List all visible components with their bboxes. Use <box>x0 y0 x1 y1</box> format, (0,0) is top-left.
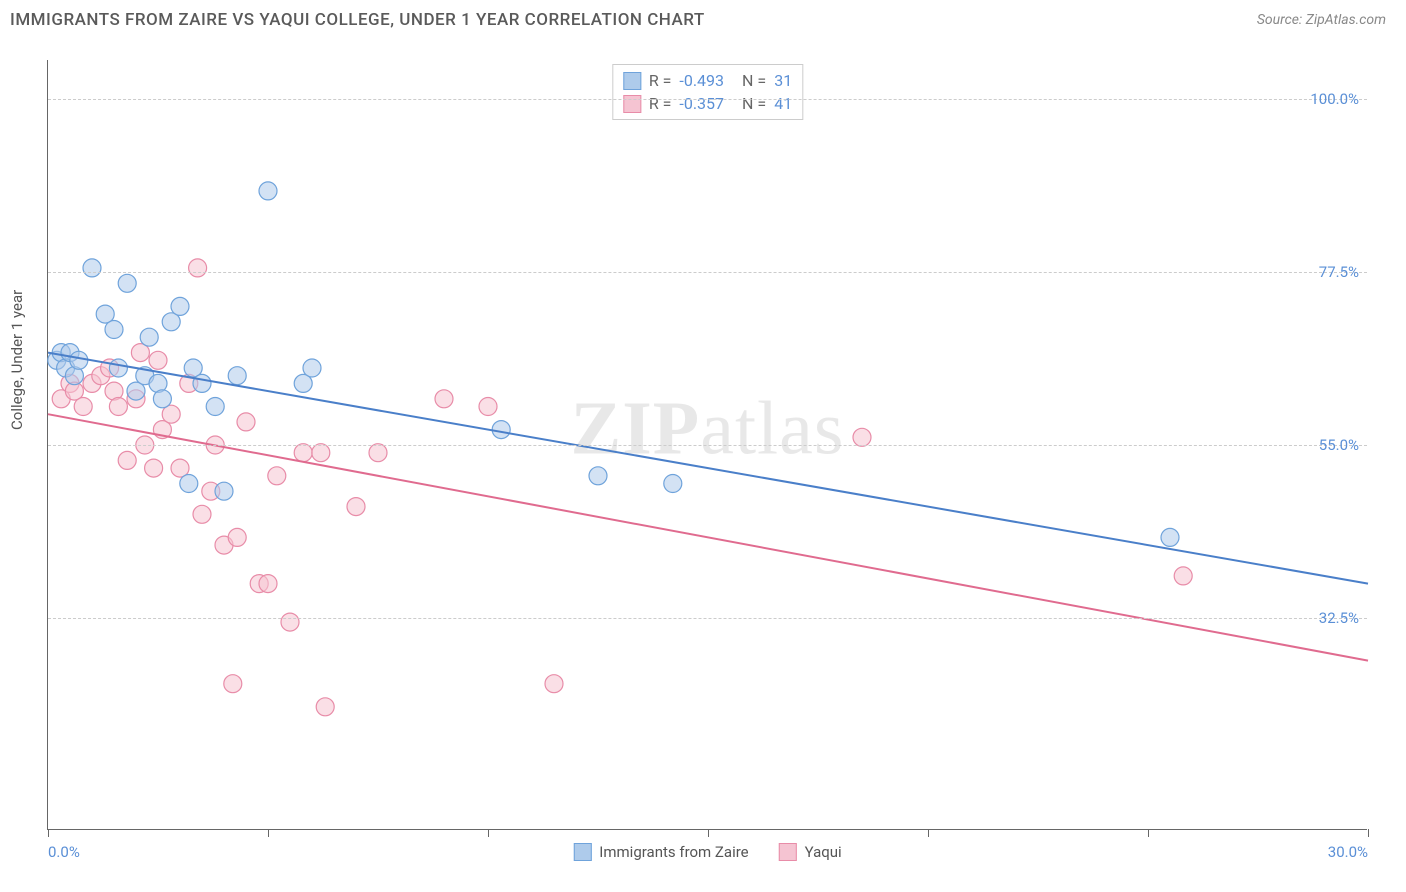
source-attribution: Source: ZipAtlas.com <box>1257 12 1386 28</box>
chart-title: IMMIGRANTS FROM ZAIRE VS YAQUI COLLEGE, … <box>10 10 705 30</box>
data-point <box>1161 528 1179 546</box>
data-point <box>118 451 136 469</box>
data-point <box>259 182 277 200</box>
y-tick-label: 77.5% <box>1319 263 1359 281</box>
x-tick <box>488 829 489 837</box>
data-point <box>492 421 510 439</box>
x-tick <box>1148 829 1149 837</box>
data-point <box>189 259 207 277</box>
data-point <box>206 398 224 416</box>
chart-plot-area: ZIPatlas R = -0.493 N = 31 R = -0.357 N … <box>47 60 1367 830</box>
data-point <box>1174 567 1192 585</box>
series-legend: Immigrants from Zaire Yaqui <box>573 843 841 861</box>
data-point <box>312 444 330 462</box>
data-point <box>294 444 312 462</box>
legend-item-zaire: Immigrants from Zaire <box>573 843 748 861</box>
data-point <box>109 359 127 377</box>
data-point <box>281 613 299 631</box>
legend-item-yaqui: Yaqui <box>779 843 842 861</box>
data-point <box>228 528 246 546</box>
legend-label-yaqui: Yaqui <box>805 843 842 861</box>
data-point <box>545 675 563 693</box>
y-tick-label: 100.0% <box>1310 90 1359 108</box>
y-tick-label: 32.5% <box>1319 609 1359 627</box>
data-point <box>193 505 211 523</box>
x-tick <box>928 829 929 837</box>
gridline <box>48 445 1367 446</box>
data-point <box>853 428 871 446</box>
data-point <box>153 390 171 408</box>
data-point <box>180 475 198 493</box>
data-point <box>589 467 607 485</box>
data-point <box>347 498 365 516</box>
swatch-zaire-bottom <box>573 843 591 861</box>
data-point <box>664 475 682 493</box>
data-point <box>70 351 88 369</box>
data-point <box>259 575 277 593</box>
data-point <box>83 259 101 277</box>
data-point <box>479 398 497 416</box>
data-point <box>303 359 321 377</box>
data-point <box>149 351 167 369</box>
y-axis-label: College, Under 1 year <box>8 290 26 430</box>
data-point <box>145 459 163 477</box>
x-tick <box>48 829 49 837</box>
gridline <box>48 99 1367 100</box>
data-point <box>74 398 92 416</box>
x-tick <box>268 829 269 837</box>
data-point <box>316 698 334 716</box>
data-point <box>228 367 246 385</box>
data-point <box>369 444 387 462</box>
data-point <box>193 374 211 392</box>
gridline <box>48 618 1367 619</box>
data-point <box>171 297 189 315</box>
x-tick-label: 0.0% <box>48 843 80 861</box>
trend-line <box>48 353 1368 584</box>
data-point <box>224 675 242 693</box>
y-tick-label: 55.0% <box>1319 436 1359 454</box>
x-tick-label: 30.0% <box>1328 843 1368 861</box>
swatch-yaqui-bottom <box>779 843 797 861</box>
data-point <box>435 390 453 408</box>
data-point <box>237 413 255 431</box>
x-tick <box>1368 829 1369 837</box>
data-point <box>268 467 286 485</box>
data-point <box>140 328 158 346</box>
x-tick <box>708 829 709 837</box>
data-point <box>105 321 123 339</box>
data-point <box>215 482 233 500</box>
legend-label-zaire: Immigrants from Zaire <box>599 843 748 861</box>
data-point <box>109 398 127 416</box>
data-point <box>118 274 136 292</box>
gridline <box>48 272 1367 273</box>
